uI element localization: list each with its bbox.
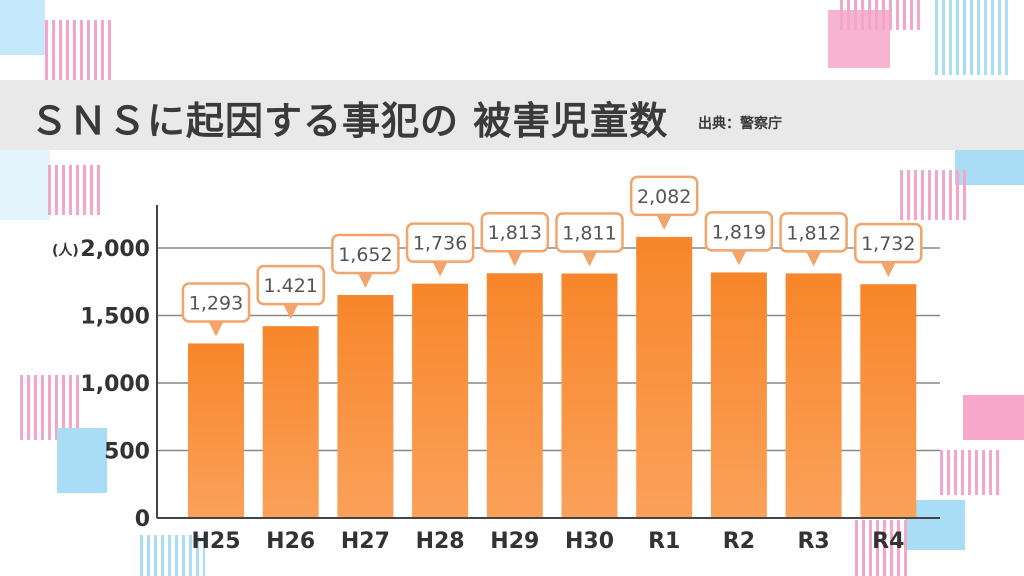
bar-H30 (561, 273, 618, 518)
label-pointer (432, 260, 449, 277)
data-label: 1,732 (861, 233, 915, 255)
x-tick-label: R2 (723, 529, 755, 554)
decoration (940, 450, 1000, 495)
data-label: 2,082 (637, 186, 691, 208)
label-pointer (208, 320, 224, 337)
data-label: 1,819 (712, 221, 766, 243)
x-tick-label: R4 (872, 529, 904, 554)
data-label: 1,813 (488, 222, 542, 244)
label-pointer (730, 249, 747, 266)
bar-R4 (860, 284, 917, 518)
data-label: 1,652 (338, 244, 392, 266)
label-pointer (357, 271, 374, 288)
bar-R3 (785, 273, 842, 518)
data-label-box (704, 211, 774, 252)
data-label-box (256, 264, 325, 306)
data-label-box (779, 212, 848, 253)
data-label-box (405, 222, 475, 263)
x-tick-label: H30 (565, 529, 614, 554)
label-pointer (880, 261, 897, 278)
y-tick-label: 1,000 (80, 372, 150, 397)
label-pointer (282, 303, 299, 320)
data-label-box (331, 233, 400, 275)
data-label: 1,293 (189, 292, 243, 314)
decoration (935, 0, 1010, 75)
y-tick-label: 0 (135, 507, 150, 532)
data-label-box (629, 175, 699, 217)
bar-H27 (337, 294, 394, 518)
data-label: 1,812 (786, 222, 840, 244)
decoration (140, 535, 205, 576)
bar-R2 (710, 272, 767, 518)
bar-R1 (636, 236, 693, 518)
label-pointer (656, 213, 673, 230)
y-tick-label: 1,500 (80, 305, 150, 330)
bar-H26 (262, 326, 319, 518)
y-tick-label: 2,000 (80, 237, 150, 262)
bar-H28 (412, 283, 469, 518)
x-tick-label: H28 (416, 529, 465, 554)
data-label: 1,811 (562, 223, 616, 245)
label-pointer (506, 250, 523, 267)
decoration (900, 170, 970, 220)
decoration (57, 428, 107, 493)
x-tick-label: H29 (490, 529, 539, 554)
y-axis-unit: (人) (52, 242, 79, 259)
chart-title: ＳＮＳに起因する事犯の 被害児童数 (30, 99, 669, 143)
x-tick-label: H27 (341, 529, 390, 554)
data-label: 1,736 (413, 233, 467, 255)
data-label-box (480, 211, 550, 253)
y-tick-label: 500 (104, 440, 150, 465)
decoration (840, 0, 920, 30)
x-tick-label: H26 (266, 529, 315, 554)
title-band (0, 80, 1024, 150)
x-tick-label: R3 (797, 529, 829, 554)
x-tick-label: H25 (191, 529, 240, 554)
data-label-box (854, 222, 923, 264)
decoration (48, 165, 103, 215)
bar-H25 (188, 343, 244, 518)
decoration (855, 520, 910, 576)
decoration (0, 0, 45, 55)
data-label: 1.421 (263, 275, 317, 297)
decoration (45, 20, 115, 80)
data-label-box (555, 212, 624, 253)
data-label-box (181, 282, 251, 323)
decoration (0, 150, 50, 220)
label-pointer (581, 250, 598, 267)
bar-H29 (486, 273, 543, 518)
source-note: 出典：警察庁 (698, 116, 782, 132)
label-pointer (805, 250, 822, 267)
decoration (963, 395, 1024, 440)
x-tick-label: R1 (648, 529, 680, 554)
